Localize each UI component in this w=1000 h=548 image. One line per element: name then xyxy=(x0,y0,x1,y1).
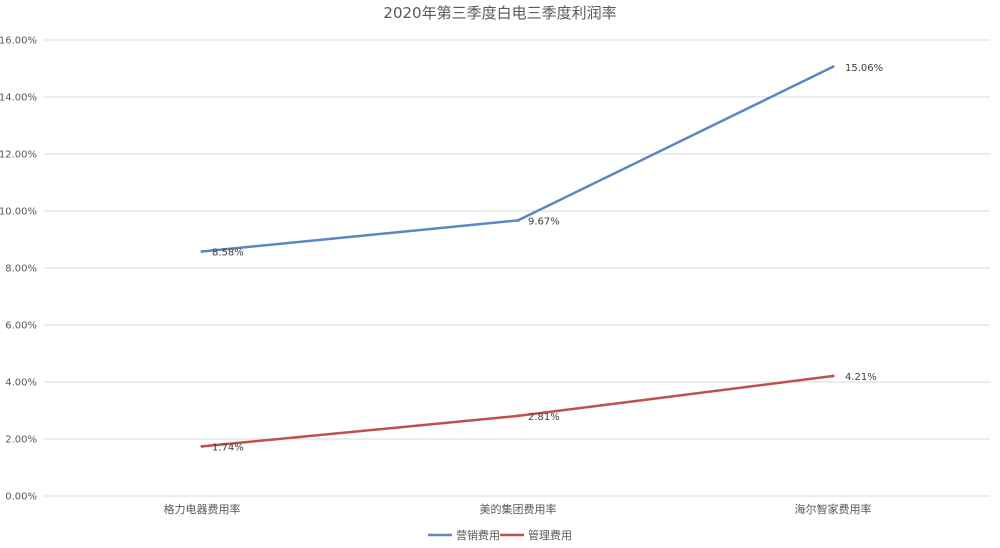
y-tick-label: 8.00% xyxy=(5,264,37,275)
x-category-label: 海尔智家费用率 xyxy=(795,502,872,516)
data-label: 8.58% xyxy=(212,247,244,258)
data-point[interactable] xyxy=(200,444,204,448)
y-tick-label: 4.00% xyxy=(5,378,37,389)
data-labels: 8.58% 9.67% 15.06% 1.74% 2.81% 4.21% xyxy=(212,63,883,454)
data-label: 4.21% xyxy=(845,372,877,383)
data-point[interactable] xyxy=(831,65,835,69)
y-tick-label: 14.00% xyxy=(0,93,37,104)
y-tick-label: 12.00% xyxy=(0,150,37,161)
series-line[interactable] xyxy=(200,374,835,448)
data-point[interactable] xyxy=(831,374,835,378)
data-point[interactable] xyxy=(516,414,520,418)
y-tick-label: 16.00% xyxy=(0,36,37,47)
series-lines xyxy=(200,65,835,448)
series-line[interactable] xyxy=(200,65,835,253)
data-label: 9.67% xyxy=(528,216,560,227)
data-label: 15.06% xyxy=(845,63,883,74)
y-tick-label: 6.00% xyxy=(5,321,37,332)
y-tick-label: 10.00% xyxy=(0,207,37,218)
data-label: 1.74% xyxy=(212,442,244,453)
legend-label[interactable]: 营销费用 xyxy=(456,528,500,542)
y-tick-label: 2.00% xyxy=(5,435,37,446)
gridlines xyxy=(44,39,990,497)
y-axis-ticks: 0.00% 2.00% 4.00% 6.00% 8.00% 10.00% 12.00% 14.… xyxy=(0,36,37,503)
y-tick-label: 0.00% xyxy=(5,492,37,503)
data-label: 2.81% xyxy=(528,412,560,423)
x-axis-categories: 格力电器费用率 美的集团费用率 海尔智家费用率 xyxy=(164,502,872,516)
legend-label[interactable]: 管理费用 xyxy=(528,528,572,542)
x-category-label: 美的集团费用率 xyxy=(480,502,557,516)
legend[interactable]: 营销费用 管理费用 xyxy=(428,528,572,542)
chart-title: 2020年第三季度白电三季度利润率 xyxy=(383,4,616,22)
x-category-label: 格力电器费用率 xyxy=(164,502,241,516)
data-point[interactable] xyxy=(200,249,204,253)
data-point[interactable] xyxy=(516,218,520,222)
